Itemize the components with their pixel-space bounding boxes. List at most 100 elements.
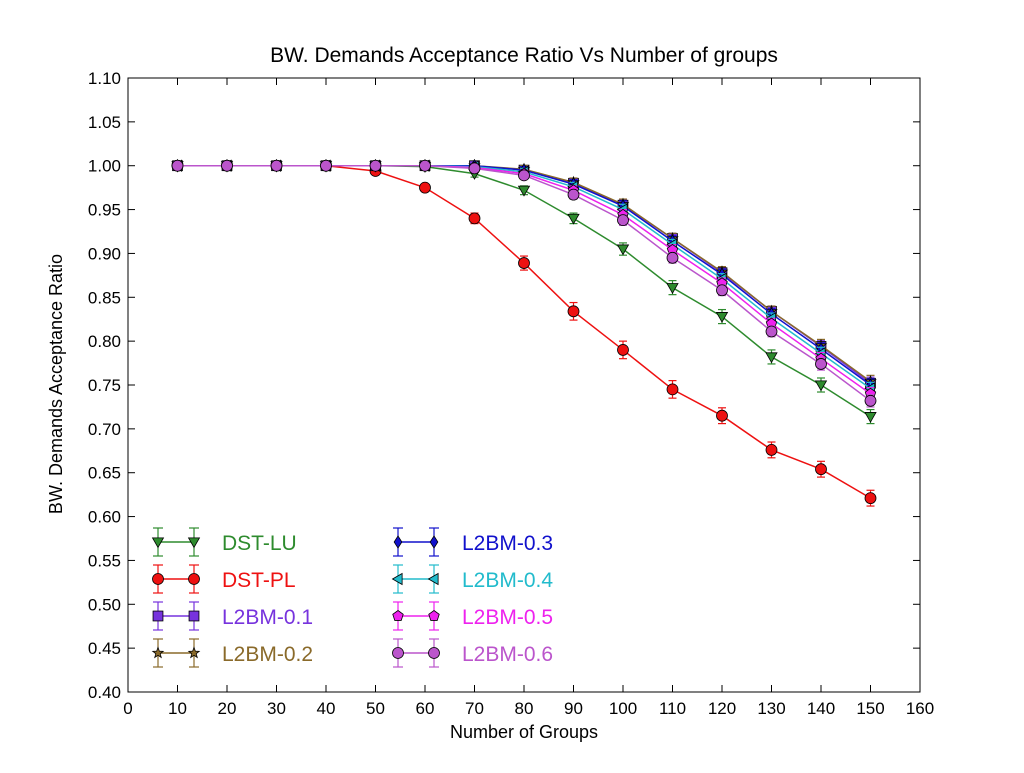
data-point-dst-pl (765, 444, 778, 456)
x-tick-label: 100 (609, 699, 637, 718)
legend-item-l2bm-0-6: L2BM-0.6 (392, 638, 553, 668)
legend-marker (393, 535, 403, 549)
x-tick-label: 150 (856, 699, 884, 718)
x-tick-label: 20 (218, 699, 237, 718)
data-point-dst-pl (716, 409, 728, 422)
legend-marker (391, 572, 403, 586)
legend: DST-LU DST-PL L2BM-0.1 L2BM-0.2 L2BM-0.3 L2BM… (151, 527, 553, 668)
x-tick-label: 10 (168, 699, 187, 718)
data-point-l2bm-0-6 (171, 159, 184, 172)
x-tick-label: 40 (317, 699, 336, 718)
legend-label-l2bm-0-4: L2BM-0.4 (462, 569, 553, 592)
data-point-dst-lu (666, 283, 679, 294)
data-point-dst-pl (815, 463, 827, 476)
data-point-dst-lu (616, 244, 630, 256)
data-point-l2bm-0-6 (864, 394, 877, 407)
series-line-l2bm-0-4 (177, 164, 871, 390)
data-point-dst-pl (617, 344, 629, 356)
legend-item-l2bm-0-3: L2BM-0.3 (393, 527, 553, 557)
x-tick-label: 120 (708, 699, 736, 718)
data-point-dst-lu (567, 213, 580, 225)
series-layer (171, 158, 877, 507)
y-tick-label: 0.65 (88, 464, 121, 483)
legend-marker (428, 647, 440, 659)
y-tick-label: 1.10 (88, 69, 121, 88)
y-tick-label: 0.70 (88, 420, 121, 439)
x-tick-label: 130 (757, 699, 785, 718)
legend-label-l2bm-0-1: L2BM-0.1 (222, 606, 313, 629)
legend-marker (429, 535, 439, 549)
data-point-l2bm-0-6 (221, 159, 233, 172)
series-line-l2bm-0-5 (177, 164, 871, 395)
legend-item-l2bm-0-4: L2BM-0.4 (391, 564, 553, 594)
legend-marker (188, 610, 200, 622)
x-tick-label: 30 (267, 699, 286, 718)
data-point-l2bm-0-6 (518, 169, 530, 182)
data-point-dst-pl (567, 305, 580, 318)
legend-marker (392, 610, 404, 621)
legend-label-l2bm-0-6: L2BM-0.6 (462, 643, 553, 666)
legend-marker (427, 572, 439, 586)
data-point-dst-lu (814, 380, 828, 392)
y-tick-label: 0.60 (88, 508, 121, 527)
legend-item-dst-pl: DST-PL (152, 564, 296, 594)
y-tick-label: 0.95 (88, 201, 121, 220)
legend-item-l2bm-0-5: L2BM-0.5 (392, 601, 553, 631)
series-line-dst-lu (177, 164, 871, 418)
y-tick-label: 0.40 (88, 683, 121, 702)
series-line-l2bm-0-2 (177, 164, 871, 383)
axes-layer: 0 10 20 30 40 50 60 70 80 90 100 110 120 130 140 150 160… (88, 69, 934, 718)
legend-marker (392, 647, 404, 659)
data-point-dst-lu (517, 185, 531, 197)
legend-marker (152, 573, 164, 585)
legend-marker (187, 646, 201, 659)
data-point-dst-lu (864, 412, 877, 423)
legend-label-dst-pl: DST-PL (222, 569, 296, 592)
legend-label-dst-lu: DST-LU (222, 532, 297, 555)
x-tick-label: 110 (659, 699, 686, 718)
data-point-dst-pl (518, 257, 530, 269)
series-dst-lu (171, 161, 877, 425)
series-l2bm-0-6 (171, 159, 877, 408)
data-point-dst-lu (715, 312, 729, 323)
legend-item-dst-lu: DST-LU (151, 527, 297, 557)
data-point-l2bm-0-6 (270, 159, 283, 172)
data-point-l2bm-0-6 (716, 284, 728, 297)
data-point-l2bm-0-6 (419, 159, 431, 172)
y-tick-label: 0.80 (88, 332, 121, 351)
y-tick-label: 1.05 (88, 113, 121, 132)
data-point-l2bm-0-6 (765, 325, 778, 338)
data-point-l2bm-0-6 (369, 159, 382, 172)
x-tick-label: 140 (807, 699, 835, 718)
legend-label-l2bm-0-3: L2BM-0.3 (462, 532, 553, 555)
data-point-dst-pl (666, 383, 679, 396)
x-tick-label: 80 (515, 699, 534, 718)
y-tick-label: 0.45 (88, 639, 121, 658)
x-tick-label: 70 (465, 699, 484, 718)
data-point-dst-pl (468, 212, 481, 225)
legend-item-l2bm-0-1: L2BM-0.1 (152, 601, 313, 631)
x-tick-label: 160 (906, 699, 934, 718)
y-axis-title: BW. Demands Acceptance Ratio (46, 254, 66, 514)
data-point-l2bm-0-6 (666, 251, 679, 264)
data-point-l2bm-0-6 (468, 162, 481, 175)
y-tick-label: 0.75 (88, 376, 121, 395)
legend-marker (151, 646, 165, 659)
legend-marker (188, 573, 200, 585)
data-point-dst-pl (864, 492, 877, 505)
data-point-dst-pl (419, 181, 431, 194)
data-point-l2bm-0-6 (815, 358, 827, 370)
data-point-dst-lu (765, 352, 778, 364)
x-axis-title: Number of Groups (450, 722, 598, 742)
legend-label-l2bm-0-5: L2BM-0.5 (462, 606, 553, 629)
data-point-l2bm-0-6 (617, 214, 629, 226)
series-line-l2bm-0-1 (177, 164, 871, 384)
y-tick-label: 0.90 (88, 244, 121, 263)
x-tick-label: 60 (416, 699, 435, 718)
series-line-l2bm-0-6 (177, 164, 871, 402)
legend-marker (187, 537, 201, 549)
x-tick-label: 0 (123, 699, 132, 718)
y-tick-label: 0.55 (88, 551, 121, 570)
y-tick-label: 0.50 (88, 595, 121, 614)
